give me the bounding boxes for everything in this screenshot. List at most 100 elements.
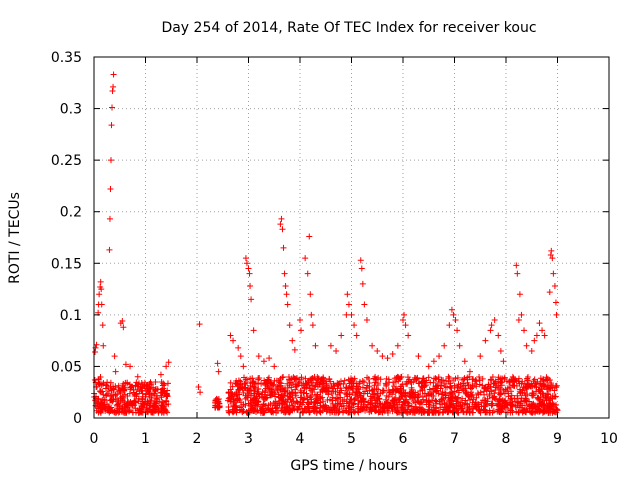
data-point [404,399,411,406]
data-point [355,386,362,393]
data-point [287,407,294,414]
data-point [524,381,531,388]
data-point [328,389,335,396]
data-point [396,409,403,416]
data-point [112,368,119,375]
data-point [390,397,397,404]
data-point [501,402,508,409]
data-point [301,406,308,413]
data-point [519,408,526,415]
data-point [439,391,446,398]
data-point [377,376,384,383]
data-point [152,385,159,392]
data-point [491,317,498,324]
data-point [257,409,264,416]
y-tick-label: 0.2 [60,205,82,221]
data-point [300,396,307,403]
data-point [341,377,348,384]
data-point [108,387,115,394]
data-point [381,408,388,415]
data-point [452,317,459,324]
data-point [286,389,293,396]
data-point [441,342,448,349]
data-point [435,390,442,397]
x-tick-label: 6 [399,431,408,447]
data-point [251,396,258,403]
data-point [236,385,243,392]
data-point [255,353,262,360]
data-point [536,320,543,327]
data-point [284,404,291,411]
data-point [441,380,448,387]
data-point [419,387,426,394]
data-point [364,382,371,389]
data-point [249,380,256,387]
y-tick-label: 0.3 [60,102,82,118]
data-point [311,386,318,393]
data-point [446,383,453,390]
data-point [122,408,129,415]
data-point [260,396,267,403]
data-point [439,409,446,416]
data-point [511,395,518,402]
data-point [515,409,522,416]
data-point [354,383,361,390]
data-point [111,353,118,360]
data-point [541,332,548,339]
data-point [497,386,504,393]
data-point [496,408,503,415]
data-point [292,386,299,393]
data-point [401,392,408,399]
data-point [551,406,558,413]
data-point [161,381,168,388]
data-point [358,399,365,406]
data-point [311,373,318,380]
data-point [394,342,401,349]
data-point [291,346,298,353]
data-point [359,378,366,385]
data-point [433,383,440,390]
data-point [451,388,458,395]
data-point [412,389,419,396]
data-point [107,186,114,193]
data-point [541,382,548,389]
data-point [119,318,126,325]
data-point [215,368,222,375]
data-point [157,389,164,396]
data-point [356,390,363,397]
data-point [241,381,248,388]
data-point [255,375,262,382]
data-point [392,378,399,385]
data-point [228,389,235,396]
data-point [363,404,370,411]
data-point [366,409,373,416]
data-point [115,409,122,416]
data-point [437,385,444,392]
data-point [271,363,278,370]
data-point [516,291,523,298]
data-point [252,385,259,392]
data-point [479,397,486,404]
data-point [97,380,104,387]
data-point [350,401,357,408]
data-point [282,282,289,289]
data-point [487,376,494,383]
data-point [157,371,164,378]
data-point [327,378,334,385]
data-point [384,355,391,362]
data-point [393,401,400,408]
data-point [369,388,376,395]
data-point [348,383,355,390]
data-point [405,402,412,409]
data-point [300,409,307,416]
data-point [546,376,553,383]
data-point [467,384,474,391]
data-point [326,375,333,382]
data-point [490,407,497,414]
data-point [425,363,432,370]
data-point [547,252,554,259]
data-point [227,379,234,386]
data-point [266,391,273,398]
data-point [128,383,135,390]
